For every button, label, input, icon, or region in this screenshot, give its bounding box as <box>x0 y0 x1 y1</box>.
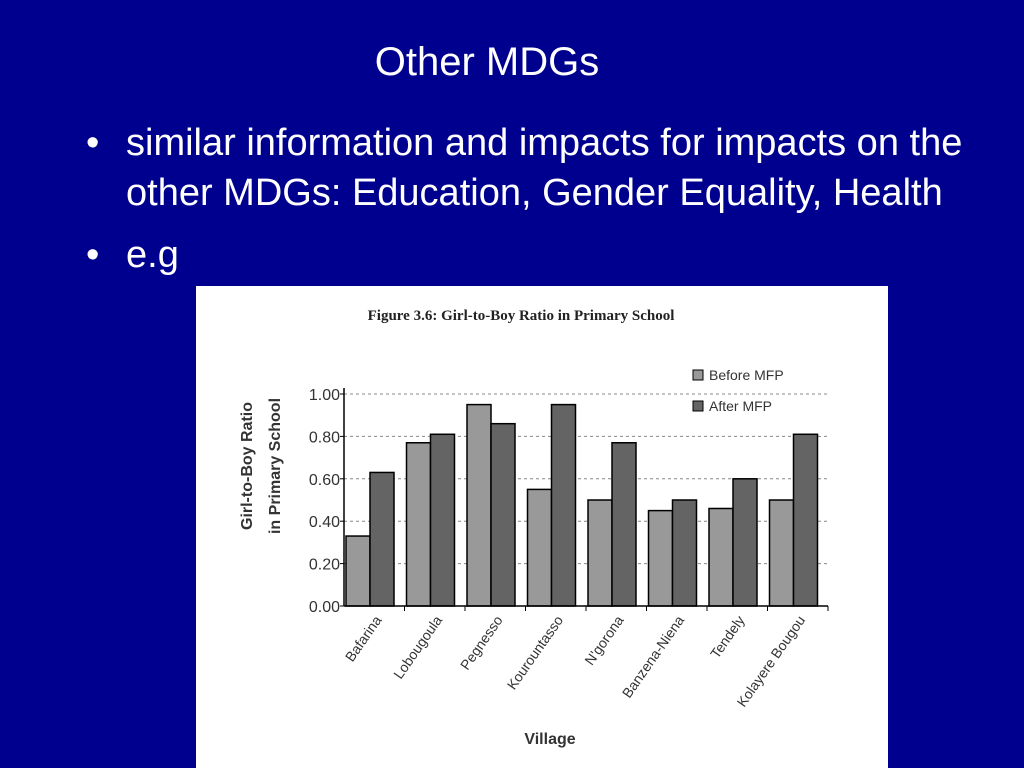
bar-before-4 <box>587 499 613 607</box>
y-tick-label: 0.00 <box>309 599 340 616</box>
bar-before-7 <box>768 499 795 607</box>
bar-after-2 <box>490 422 516 607</box>
bar-before-0 <box>345 535 371 607</box>
bullet-list: similar information and impacts for impa… <box>84 118 964 292</box>
bar-before-1 <box>405 442 432 607</box>
y-tick-label: 0.40 <box>309 514 340 531</box>
legend-label-after: After MFP <box>709 398 772 414</box>
y-tick-label: 0.80 <box>309 429 340 446</box>
y-axis-title-line-1: Girl-to-Boy Ratio <box>239 402 256 530</box>
bar-before-3 <box>526 488 553 607</box>
x-tick-label: Lobougoula <box>390 612 445 681</box>
chart-title: Figure 3.6: Girl-to-Boy Ratio in Primary… <box>368 308 675 324</box>
x-tick-label: Bafarina <box>342 612 385 664</box>
slide-title: Other MDGs <box>374 40 600 84</box>
x-tick-label: Pegnesso <box>457 612 506 672</box>
bar-before-2 <box>466 403 492 607</box>
x-axis-title: Village <box>524 731 575 748</box>
bar-after-0 <box>369 471 395 607</box>
legend-label-before: Before MFP <box>709 367 784 383</box>
bar-after-6 <box>732 478 758 607</box>
bar-before-5 <box>647 509 674 607</box>
x-tick-label: Kolayere Bougou <box>733 613 808 710</box>
y-tick-label: 0.60 <box>309 472 340 489</box>
y-tick-label: 1.00 <box>309 387 340 404</box>
bullet-item: e.g <box>84 230 964 280</box>
y-axis-title: Girl-to-Boy Ratio in Primary School <box>239 398 284 534</box>
bars <box>345 403 819 607</box>
bar-before-6 <box>708 507 734 607</box>
x-tick-label: Tendely <box>707 613 748 662</box>
y-tick-label: 0.20 <box>309 557 340 574</box>
chart-card: Figure 3.6: Girl-to-Boy Ratio in Primary… <box>196 286 888 768</box>
bar-after-1 <box>429 433 456 607</box>
legend: Before MFP After MFP <box>692 367 784 414</box>
axes <box>340 388 829 611</box>
x-tick-label: Kourountasso <box>504 612 567 692</box>
bar-after-5 <box>671 499 698 607</box>
bar-after-4 <box>611 442 637 607</box>
legend-swatch-after <box>692 400 704 412</box>
y-axis-title-line-2: in Primary School <box>267 398 284 534</box>
girl-to-boy-ratio-chart: Figure 3.6: Girl-to-Boy Ratio in Primary… <box>239 308 829 748</box>
legend-swatch-before <box>692 369 704 381</box>
bar-after-3 <box>550 403 577 607</box>
x-tick-label: N'gorona <box>581 612 627 668</box>
bullet-item: similar information and impacts for impa… <box>84 118 964 218</box>
bar-after-7 <box>792 433 819 607</box>
x-tick-label: Banzena-Niena <box>619 612 688 700</box>
